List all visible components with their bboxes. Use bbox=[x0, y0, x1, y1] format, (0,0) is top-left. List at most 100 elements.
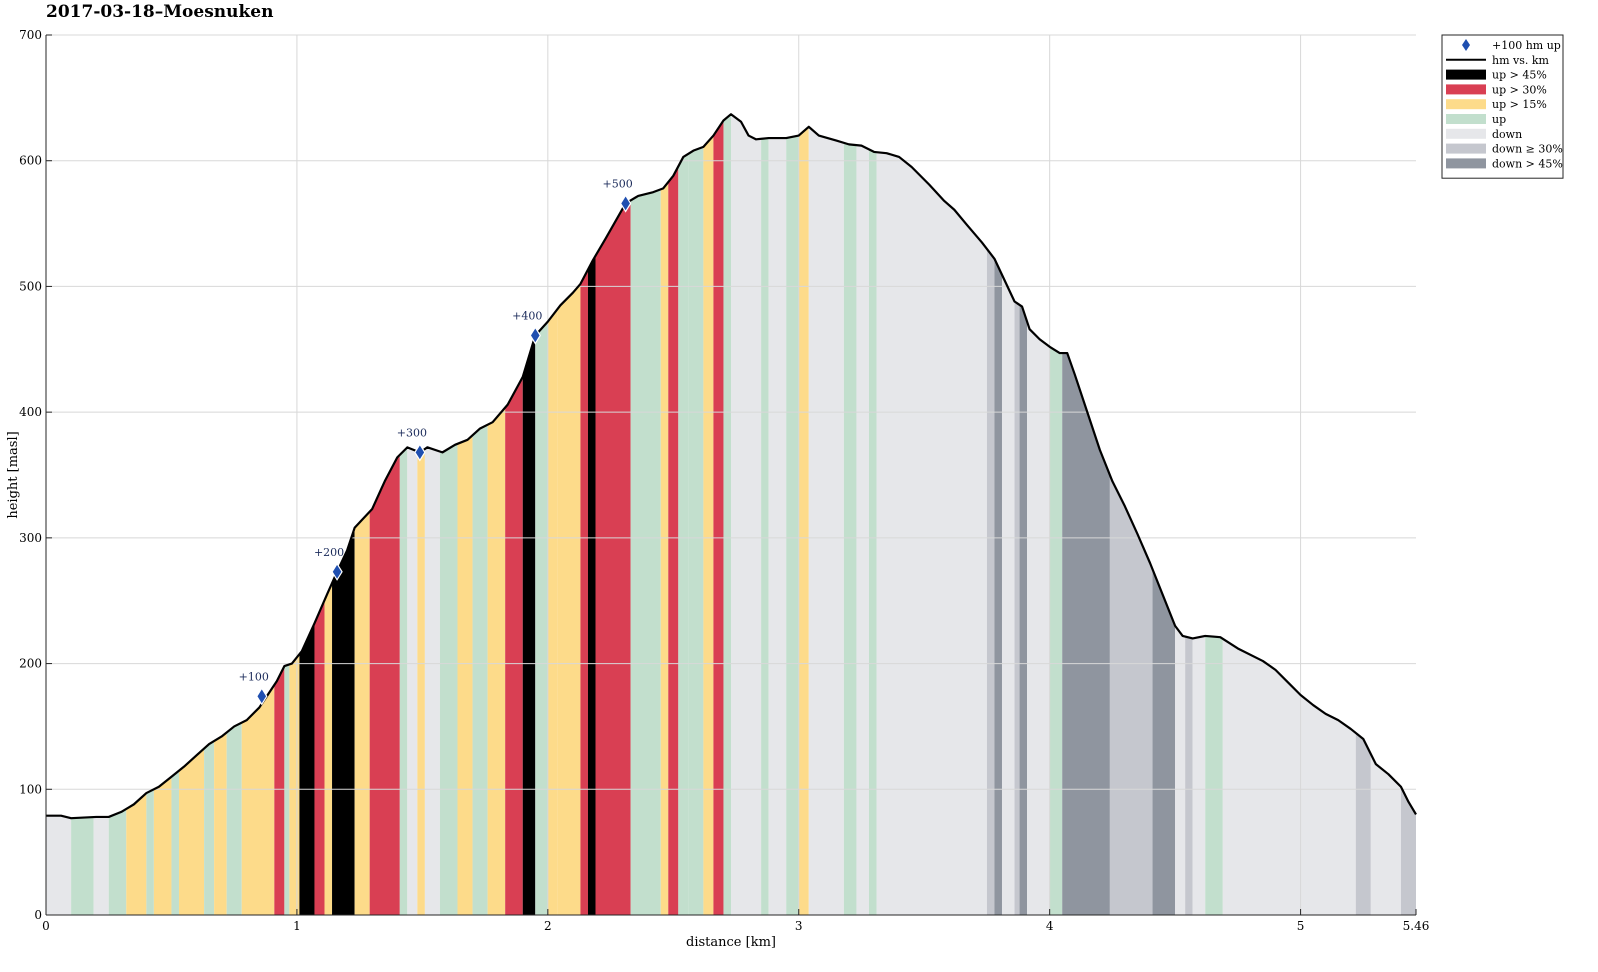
segment-up15 bbox=[289, 654, 300, 915]
segment-up bbox=[786, 135, 799, 916]
segment-up30 bbox=[580, 269, 588, 915]
segment-down30 bbox=[1400, 786, 1416, 915]
y-tick-label: 600 bbox=[19, 154, 42, 168]
segment-up bbox=[761, 138, 769, 916]
legend-swatch-down bbox=[1446, 128, 1486, 139]
y-tick-label: 400 bbox=[19, 405, 42, 419]
segment-up bbox=[204, 741, 215, 915]
legend-swatch-up45 bbox=[1446, 69, 1486, 80]
segment-up bbox=[688, 146, 704, 915]
hm-marker bbox=[256, 687, 268, 706]
legend-swatch-down45 bbox=[1446, 158, 1486, 169]
segment-up bbox=[71, 817, 94, 915]
segment-down bbox=[1370, 754, 1401, 915]
segment-up bbox=[1205, 635, 1223, 915]
segment-down bbox=[424, 447, 440, 915]
segment-up45 bbox=[332, 527, 355, 915]
segment-up15 bbox=[241, 684, 275, 915]
segment-down45 bbox=[1062, 353, 1110, 915]
segment-up15 bbox=[153, 776, 172, 915]
segment-up bbox=[226, 722, 242, 915]
legend-label: +100 hm up bbox=[1492, 39, 1561, 52]
segment-down bbox=[1175, 625, 1186, 915]
legend-swatch-down30 bbox=[1446, 143, 1486, 154]
y-tick-label: 100 bbox=[19, 782, 42, 796]
y-tick-label: 300 bbox=[19, 531, 42, 545]
segment-up15 bbox=[703, 135, 714, 916]
profile-line bbox=[46, 113, 1417, 820]
legend-label: hm vs. km bbox=[1492, 54, 1550, 67]
segment-down bbox=[46, 815, 72, 915]
legend-swatch-up bbox=[1446, 114, 1486, 124]
grid bbox=[46, 34, 1416, 915]
segment-up bbox=[843, 142, 857, 915]
segment-down bbox=[856, 145, 870, 915]
segment-down bbox=[1027, 321, 1050, 916]
segment-up15 bbox=[354, 511, 370, 915]
segment-up bbox=[723, 114, 731, 915]
segment-up30 bbox=[369, 454, 400, 915]
x-tick-label: 5.46 bbox=[1403, 919, 1430, 933]
segment-down bbox=[1192, 635, 1206, 915]
segment-down bbox=[876, 152, 987, 915]
x-tick-label: 3 bbox=[795, 919, 803, 933]
segment-up bbox=[678, 153, 689, 916]
segment-up30 bbox=[595, 200, 631, 915]
segment-up bbox=[108, 808, 127, 915]
segment-down bbox=[1222, 638, 1356, 915]
segment-down30 bbox=[986, 248, 995, 916]
segment-up30 bbox=[314, 600, 325, 915]
hm-marker-label: +300 bbox=[397, 426, 427, 439]
segment-up15 bbox=[487, 407, 506, 915]
segment-down bbox=[407, 447, 418, 915]
hm-marker bbox=[331, 562, 343, 581]
legend-label: down > 45% bbox=[1492, 157, 1563, 170]
segment-up15 bbox=[324, 583, 333, 915]
axes: 0 1 2 3 4 5 5.46 0 100 200 300 400 500 600 700 bbox=[19, 28, 1429, 933]
gradient-segments bbox=[46, 114, 1416, 916]
segment-up45 bbox=[522, 335, 536, 915]
legend-swatch-up15 bbox=[1446, 99, 1486, 110]
y-tick-label: 500 bbox=[19, 279, 42, 293]
segment-up45 bbox=[299, 623, 315, 915]
hm-marker bbox=[529, 326, 541, 345]
legend-marker-swatch bbox=[1462, 39, 1470, 51]
legend-label: up > 15% bbox=[1492, 98, 1547, 111]
segment-up bbox=[146, 789, 154, 915]
segment-up30 bbox=[505, 376, 523, 915]
legend-label: up > 45% bbox=[1492, 69, 1547, 82]
hm-markers: +100 +200 +300 +400 +500 bbox=[239, 177, 633, 706]
x-axis-label: distance [km] bbox=[686, 935, 776, 950]
segment-down bbox=[93, 816, 109, 915]
segment-down30 bbox=[1185, 636, 1193, 915]
hm-marker bbox=[414, 443, 426, 462]
legend-label: up > 30% bbox=[1492, 83, 1547, 96]
profile-line-group bbox=[46, 113, 1417, 820]
x-tick-label: 5 bbox=[1297, 919, 1305, 933]
y-tick-label: 0 bbox=[34, 908, 42, 922]
legend-swatch-up30 bbox=[1446, 84, 1486, 95]
segment-down30 bbox=[1014, 301, 1020, 915]
hm-marker-label: +400 bbox=[512, 309, 542, 322]
segment-up15 bbox=[547, 308, 558, 915]
segment-up15 bbox=[126, 793, 147, 915]
hm-marker bbox=[619, 194, 632, 213]
y-tick-label: 200 bbox=[19, 657, 42, 671]
y-tick-label: 700 bbox=[19, 28, 42, 42]
x-tick-label: 0 bbox=[42, 919, 50, 933]
x-tick-label: 1 bbox=[293, 919, 301, 933]
segment-up15 bbox=[557, 283, 581, 915]
segment-up45 bbox=[587, 255, 596, 916]
segment-up bbox=[472, 424, 488, 915]
segment-up bbox=[1049, 346, 1063, 915]
legend-label: up bbox=[1492, 113, 1506, 126]
segment-up bbox=[171, 770, 179, 915]
segment-down30 bbox=[1355, 732, 1371, 915]
hm-marker-label: +500 bbox=[603, 177, 633, 190]
segment-up30 bbox=[713, 120, 724, 915]
hm-marker-label: +100 bbox=[239, 670, 269, 683]
y-axis-label: height [masl] bbox=[6, 431, 21, 518]
legend: +100 hm up hm vs. km up > 45%up > 30% up > … bbox=[1441, 34, 1564, 179]
segment-up bbox=[535, 321, 548, 916]
